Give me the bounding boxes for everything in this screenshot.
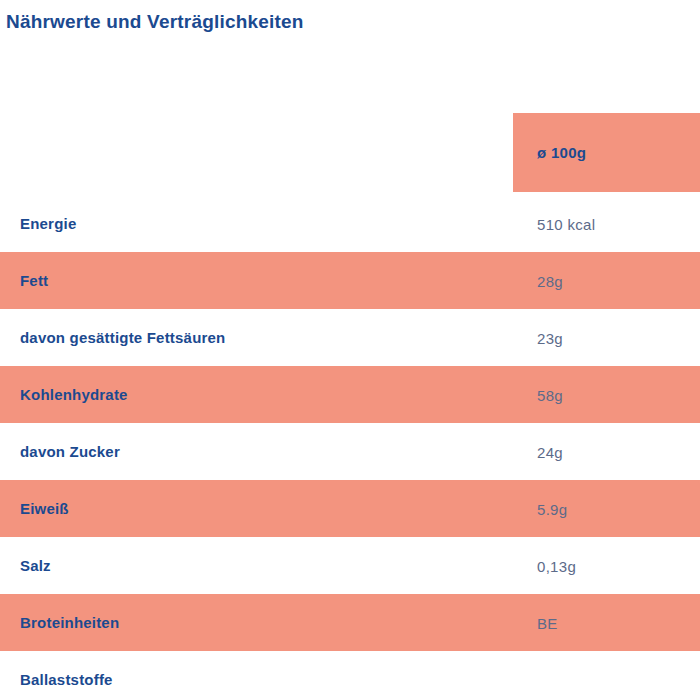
table-row: Broteinheiten BE (0, 594, 700, 651)
table-row: Salz 0,13g (0, 537, 700, 594)
table-row: davon Zucker 24g (0, 423, 700, 480)
row-label: Kohlenhydrate (20, 386, 128, 403)
row-value: 58g (537, 386, 563, 403)
row-value: 28g (537, 272, 563, 289)
table-row: davon gesättigte Fettsäuren 23g (0, 309, 700, 366)
row-label: davon Zucker (20, 443, 120, 460)
row-label: Fett (20, 272, 48, 289)
row-label: Ballaststoffe (20, 671, 113, 688)
table-row: Ballaststoffe (0, 651, 700, 700)
row-label: Broteinheiten (20, 614, 119, 631)
nutrition-section: Nährwerte und Verträglichkeiten ø 100g E… (0, 0, 700, 700)
page-title: Nährwerte und Verträglichkeiten (6, 11, 304, 33)
nutrition-table: Energie 510 kcal Fett 28g davon gesättig… (0, 195, 700, 700)
row-label: Eiweiß (20, 500, 69, 517)
row-value: 0,13g (537, 557, 576, 574)
per-100g-column-header: ø 100g (513, 113, 700, 192)
table-row: Fett 28g (0, 252, 700, 309)
per-100g-column-header-label: ø 100g (537, 144, 586, 161)
row-label: davon gesättigte Fettsäuren (20, 329, 225, 346)
row-value: BE (537, 614, 558, 631)
row-value: 5.9g (537, 500, 567, 517)
row-value: 23g (537, 329, 563, 346)
row-label: Salz (20, 557, 51, 574)
row-label: Energie (20, 215, 76, 232)
row-value: 24g (537, 443, 563, 460)
table-row: Energie 510 kcal (0, 195, 700, 252)
table-row: Eiweiß 5.9g (0, 480, 700, 537)
table-row: Kohlenhydrate 58g (0, 366, 700, 423)
row-value: 510 kcal (537, 215, 595, 232)
